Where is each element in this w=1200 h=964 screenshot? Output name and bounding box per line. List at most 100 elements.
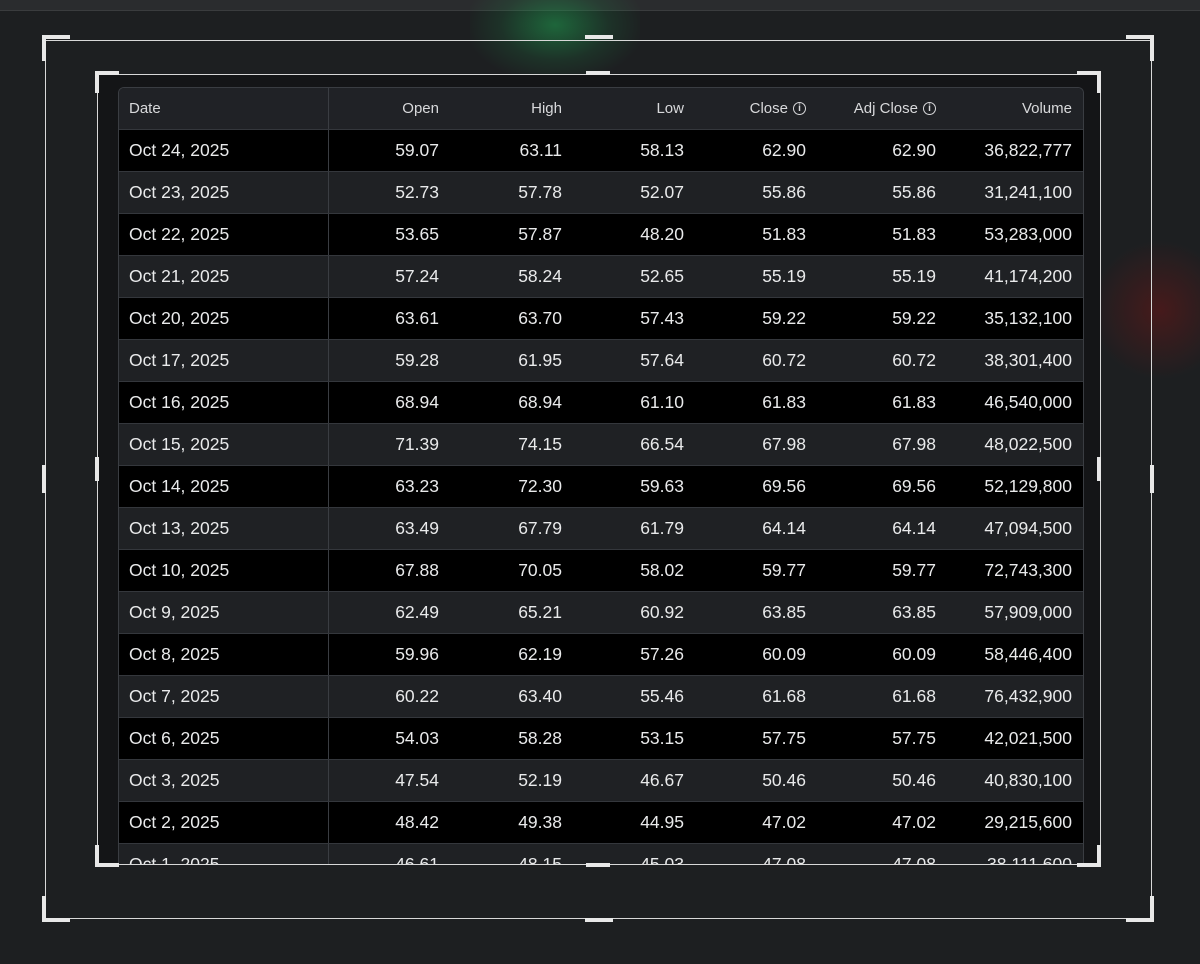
cell-adj-close: 47.08 [892,854,936,865]
cell-close: 51.83 [762,224,806,244]
info-circle-icon[interactable]: i [793,102,806,115]
header-close[interactable]: Close i [684,88,806,129]
cell-volume: 58,446,400 [984,644,1072,664]
cell-volume: 72,743,300 [984,560,1072,580]
inner-handle-top-right-v[interactable] [1097,71,1101,93]
cell-close: 59.77 [762,560,806,580]
crop-handle-left-mid[interactable] [42,465,46,493]
inner-handle-top-mid[interactable] [586,71,610,75]
table-row[interactable]: Oct 1, 2025 46.61 48.15 45.03 47.08 47.08 38,1… [119,844,1083,865]
table-row[interactable]: Oct 17, 2025 59.28 61.95 57.64 60.72 60.72 38,… [119,340,1083,382]
crop-handle-bottom-right-h[interactable] [1126,918,1154,922]
header-open[interactable]: Open [402,100,439,117]
cell-adj-close: 62.90 [892,140,936,160]
inner-handle-bottom-left-v[interactable] [95,845,99,867]
header-date[interactable]: Date [119,88,329,129]
cell-date: Oct 15, 2025 [119,424,329,465]
crop-handle-top-mid[interactable] [585,35,613,39]
inner-handle-right-mid[interactable] [1097,457,1101,481]
cell-date: Oct 23, 2025 [119,172,329,213]
cell-volume: 31,241,100 [984,182,1072,202]
inner-handle-top-left-h[interactable] [95,71,119,75]
table-row[interactable]: Oct 3, 2025 47.54 52.19 46.67 50.46 50.46 40,8… [119,760,1083,802]
cell-volume: 46,540,000 [984,392,1072,412]
table-row[interactable]: Oct 14, 2025 63.23 72.30 59.63 69.56 69.56 52,… [119,466,1083,508]
cell-date: Oct 1, 2025 [119,844,329,864]
cell-adj-close: 50.46 [892,770,936,790]
cell-low: 57.43 [640,308,684,328]
cell-volume: 38,111,600 [987,854,1072,865]
crop-handle-right-mid[interactable] [1150,465,1154,493]
cell-open: 52.73 [395,182,439,202]
crop-handle-top-right-h[interactable] [1126,35,1154,39]
cell-high: 65.21 [518,602,562,622]
info-circle-icon[interactable]: i [923,102,936,115]
crop-handle-bottom-right-v[interactable] [1150,896,1154,922]
crop-handle-bottom-mid[interactable] [585,918,613,922]
header-close-label: Close [749,100,788,117]
cell-low: 61.10 [640,392,684,412]
cell-date: Oct 2, 2025 [119,802,329,843]
crop-handle-bottom-left-h[interactable] [42,918,70,922]
cell-high: 63.11 [519,140,563,160]
cell-adj-close: 55.19 [892,266,936,286]
cell-adj-close: 59.22 [892,308,936,328]
inner-handle-bottom-right-h[interactable] [1077,863,1101,867]
inner-handle-top-right-h[interactable] [1077,71,1101,75]
table-row[interactable]: Oct 13, 2025 63.49 67.79 61.79 64.14 64.14 47,… [119,508,1083,550]
cell-open: 48.42 [395,812,439,832]
header-adj-close-label: Adj Close [853,100,918,117]
table-row[interactable]: Oct 7, 2025 60.22 63.40 55.46 61.68 61.68 76,4… [119,676,1083,718]
crop-handle-bottom-left-v[interactable] [42,896,46,922]
table-row[interactable]: Oct 8, 2025 59.96 62.19 57.26 60.09 60.09 58,4… [119,634,1083,676]
header-low[interactable]: Low [656,100,684,117]
header-volume[interactable]: Volume [1021,100,1072,117]
cell-low: 45.03 [640,854,684,865]
cell-adj-close: 51.83 [892,224,936,244]
table-row[interactable]: Oct 22, 2025 53.65 57.87 48.20 51.83 51.83 53,… [119,214,1083,256]
cell-low: 58.13 [640,140,684,160]
inner-crop-frame: Date Open High Low Close i Adj Close i V… [97,74,1101,865]
table-row[interactable]: Oct 10, 2025 67.88 70.05 58.02 59.77 59.77 72,… [119,550,1083,592]
table-row[interactable]: Oct 2, 2025 48.42 49.38 44.95 47.02 47.02 29,2… [119,802,1083,844]
crop-handle-top-left-h[interactable] [42,35,70,39]
header-high[interactable]: High [531,100,562,117]
cell-close: 67.98 [762,434,806,454]
cell-open: 47.54 [395,770,439,790]
cell-high: 58.28 [518,728,562,748]
cell-adj-close: 64.14 [892,518,936,538]
inner-handle-bottom-mid[interactable] [586,863,610,867]
crop-handle-top-right-v[interactable] [1150,35,1154,61]
table-row[interactable]: Oct 20, 2025 63.61 63.70 57.43 59.22 59.22 35,… [119,298,1083,340]
table-row[interactable]: Oct 16, 2025 68.94 68.94 61.10 61.83 61.83 46,… [119,382,1083,424]
table-row[interactable]: Oct 15, 2025 71.39 74.15 66.54 67.98 67.98 48,… [119,424,1083,466]
cell-high: 72.30 [518,476,562,496]
inner-handle-top-left-v[interactable] [95,71,99,93]
table-row[interactable]: Oct 21, 2025 57.24 58.24 52.65 55.19 55.19 41,… [119,256,1083,298]
cell-open: 71.39 [395,434,439,454]
cell-close: 63.85 [762,602,806,622]
cell-open: 67.88 [395,560,439,580]
cell-close: 47.02 [762,812,806,832]
table-row[interactable]: Oct 23, 2025 52.73 57.78 52.07 55.86 55.86 31,… [119,172,1083,214]
cell-date: Oct 17, 2025 [119,340,329,381]
cell-low: 57.64 [640,350,684,370]
cell-high: 49.38 [518,812,562,832]
header-adj-close[interactable]: Adj Close i [806,88,936,129]
cell-date: Oct 22, 2025 [119,214,329,255]
inner-handle-bottom-left-h[interactable] [95,863,119,867]
cell-low: 61.79 [640,518,684,538]
table-row[interactable]: Oct 9, 2025 62.49 65.21 60.92 63.85 63.85 57,9… [119,592,1083,634]
cell-open: 63.61 [395,308,439,328]
cell-date: Oct 21, 2025 [119,256,329,297]
table-row[interactable]: Oct 24, 2025 59.07 63.11 58.13 62.90 62.90 36,… [119,130,1083,172]
inner-handle-left-mid[interactable] [95,457,99,481]
inner-handle-bottom-right-v[interactable] [1097,845,1101,867]
table-row[interactable]: Oct 6, 2025 54.03 58.28 53.15 57.75 57.75 42,0… [119,718,1083,760]
cell-date: Oct 10, 2025 [119,550,329,591]
cell-adj-close: 55.86 [892,182,936,202]
cell-low: 52.65 [640,266,684,286]
cell-high: 63.70 [518,308,562,328]
crop-handle-top-left-v[interactable] [42,35,46,61]
cell-open: 62.49 [395,602,439,622]
